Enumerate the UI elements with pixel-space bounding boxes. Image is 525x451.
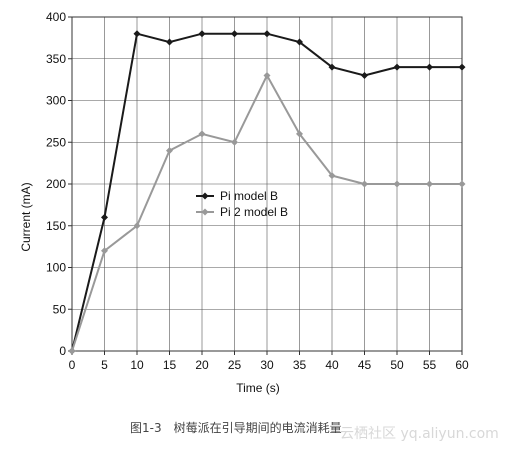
y-axis-label: Current (mA) <box>19 182 33 251</box>
x-tick-label: 55 <box>423 358 437 372</box>
data-point <box>458 180 466 188</box>
data-point <box>296 38 303 46</box>
data-point <box>393 63 401 71</box>
series-lines <box>68 30 466 355</box>
data-point <box>328 63 336 71</box>
data-point <box>133 30 141 38</box>
data-point <box>426 180 433 188</box>
data-point <box>263 30 271 38</box>
watermark: 云栖社区 yq.aliyun.com <box>340 426 499 442</box>
y-tick-label: 100 <box>46 261 66 275</box>
legend-label: Pi 2 model B <box>220 205 288 219</box>
x-tick-label: 30 <box>260 358 274 372</box>
data-point <box>231 30 238 38</box>
figure-caption: 图1-3 树莓派在引导期间的电流消耗量 <box>130 421 342 435</box>
data-point <box>133 222 141 230</box>
x-tick-label: 45 <box>358 358 372 372</box>
y-tick-label: 250 <box>46 135 66 149</box>
data-point <box>68 347 76 355</box>
data-point <box>231 138 238 146</box>
x-tick-label: 60 <box>455 358 469 372</box>
x-tick-label: 50 <box>390 358 404 372</box>
x-tick-label: 20 <box>195 358 209 372</box>
x-tick-label: 35 <box>293 358 307 372</box>
data-point <box>101 247 108 255</box>
x-tick-label: 25 <box>228 358 242 372</box>
data-point <box>361 71 368 79</box>
legend: Pi model B Pi 2 model B <box>196 189 288 219</box>
y-tick-label: 350 <box>46 52 66 66</box>
y-tick-label: 300 <box>46 94 66 108</box>
x-tick-label: 40 <box>325 358 339 372</box>
data-point <box>166 147 173 155</box>
x-tick-label: 0 <box>69 358 76 372</box>
data-point <box>101 213 108 221</box>
data-point <box>361 180 368 188</box>
data-point <box>426 63 433 71</box>
legend-marker <box>201 192 209 200</box>
data-point <box>263 71 271 79</box>
data-point <box>166 38 173 46</box>
data-point <box>296 130 303 138</box>
y-tick-label: 400 <box>46 10 66 24</box>
x-axis-label: Time (s) <box>236 381 280 395</box>
data-point <box>328 172 336 180</box>
x-tick-label: 10 <box>130 358 144 372</box>
data-point <box>198 130 206 138</box>
legend-label: Pi model B <box>220 189 278 203</box>
tick-labels: 0 50 100 150 200 250 300 350 400 0 5 10 15 20 25 30 35 40… <box>46 10 469 372</box>
data-point <box>393 180 401 188</box>
x-tick-label: 15 <box>163 358 177 372</box>
data-point <box>198 30 206 38</box>
y-tick-label: 200 <box>46 177 66 191</box>
y-tick-label: 150 <box>46 219 66 233</box>
x-tick-label: 5 <box>101 358 108 372</box>
data-point <box>458 63 466 71</box>
y-tick-label: 0 <box>59 344 66 358</box>
y-tick-label: 50 <box>53 302 67 316</box>
legend-marker <box>201 208 209 216</box>
